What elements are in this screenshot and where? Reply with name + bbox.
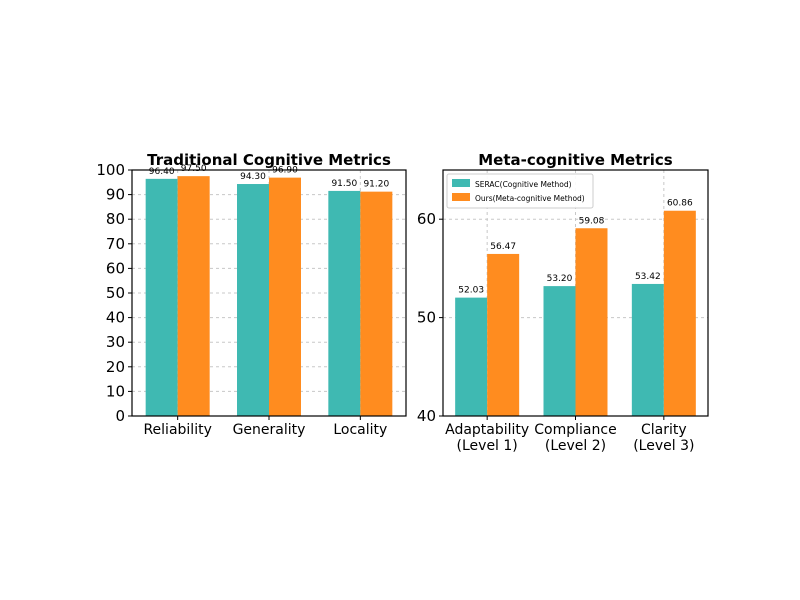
y-tick-label: 30 — [106, 333, 125, 351]
legend-box — [446, 173, 594, 209]
bar — [663, 210, 696, 416]
y-tick-label: 50 — [106, 284, 125, 302]
x-category-label: (Level 2) — [545, 438, 606, 454]
x-category-label: Clarity — [641, 422, 687, 438]
legend-swatch — [452, 179, 470, 187]
x-category-label: Generality — [233, 422, 306, 438]
y-tick-label: 70 — [106, 235, 125, 253]
y-tick-label: 40 — [106, 309, 125, 327]
bar — [145, 178, 178, 416]
y-tick-label: 20 — [106, 358, 125, 376]
bar — [575, 228, 608, 416]
bar — [487, 253, 520, 416]
legend-swatch — [452, 193, 470, 201]
bar-value-label: 96.40 — [149, 167, 175, 177]
y-tick-label: 100 — [96, 161, 125, 179]
y-tick-label: 60 — [417, 210, 436, 228]
bar — [543, 286, 576, 416]
y-tick-label: 80 — [106, 210, 125, 228]
bar-value-label: 91.50 — [331, 179, 357, 189]
meta-cognitive-metrics-chart: 40 50 60 52.03 53.20 53.42 56.47 59.08 60.86 Adap… — [417, 151, 709, 454]
bar-value-label: 97.50 — [181, 164, 207, 174]
bar-value-label: 59.08 — [579, 216, 605, 226]
y-tick-label: 40 — [417, 407, 436, 425]
bar — [328, 190, 361, 416]
chart-title: Meta-cognitive Metrics — [478, 151, 673, 169]
bar — [237, 184, 269, 416]
bar-value-label: 96.90 — [272, 166, 298, 176]
legend-label: Ours(Meta-cognitive Method) — [475, 194, 585, 203]
bar-value-label: 94.30 — [240, 172, 266, 182]
x-category-label: (Level 3) — [633, 438, 694, 454]
x-category-label: (Level 1) — [457, 438, 518, 454]
x-category-label: Reliability — [143, 422, 211, 438]
bar-value-label: 52.03 — [458, 286, 484, 296]
bar — [269, 177, 301, 416]
x-category-label: Compliance — [534, 422, 616, 438]
bar — [360, 191, 393, 416]
y-tick-label: 60 — [106, 259, 125, 277]
chart-title: Traditional Cognitive Metrics — [147, 151, 391, 169]
bar-value-label: 91.20 — [363, 180, 389, 190]
bar — [455, 297, 488, 416]
y-tick-label: 10 — [106, 382, 125, 400]
bar-value-label: 53.20 — [547, 274, 573, 284]
y-tick-label: 90 — [106, 186, 125, 204]
bar — [631, 283, 664, 416]
x-category-label: Adaptability — [445, 422, 529, 438]
bar-value-label: 56.47 — [490, 242, 516, 252]
y-tick-label: 50 — [417, 309, 436, 327]
y-tick-label: 0 — [115, 407, 125, 425]
x-category-label: Locality — [333, 422, 387, 438]
bar — [177, 176, 210, 416]
bar-value-label: 53.42 — [635, 272, 661, 282]
bar-value-label: 60.86 — [667, 199, 693, 209]
traditional-metrics-chart: 0 10 20 30 40 50 60 70 80 90 100 96.40 94.30 91.50 97.… — [96, 151, 407, 438]
legend-label: SERAC(Cognitive Method) — [475, 180, 572, 189]
